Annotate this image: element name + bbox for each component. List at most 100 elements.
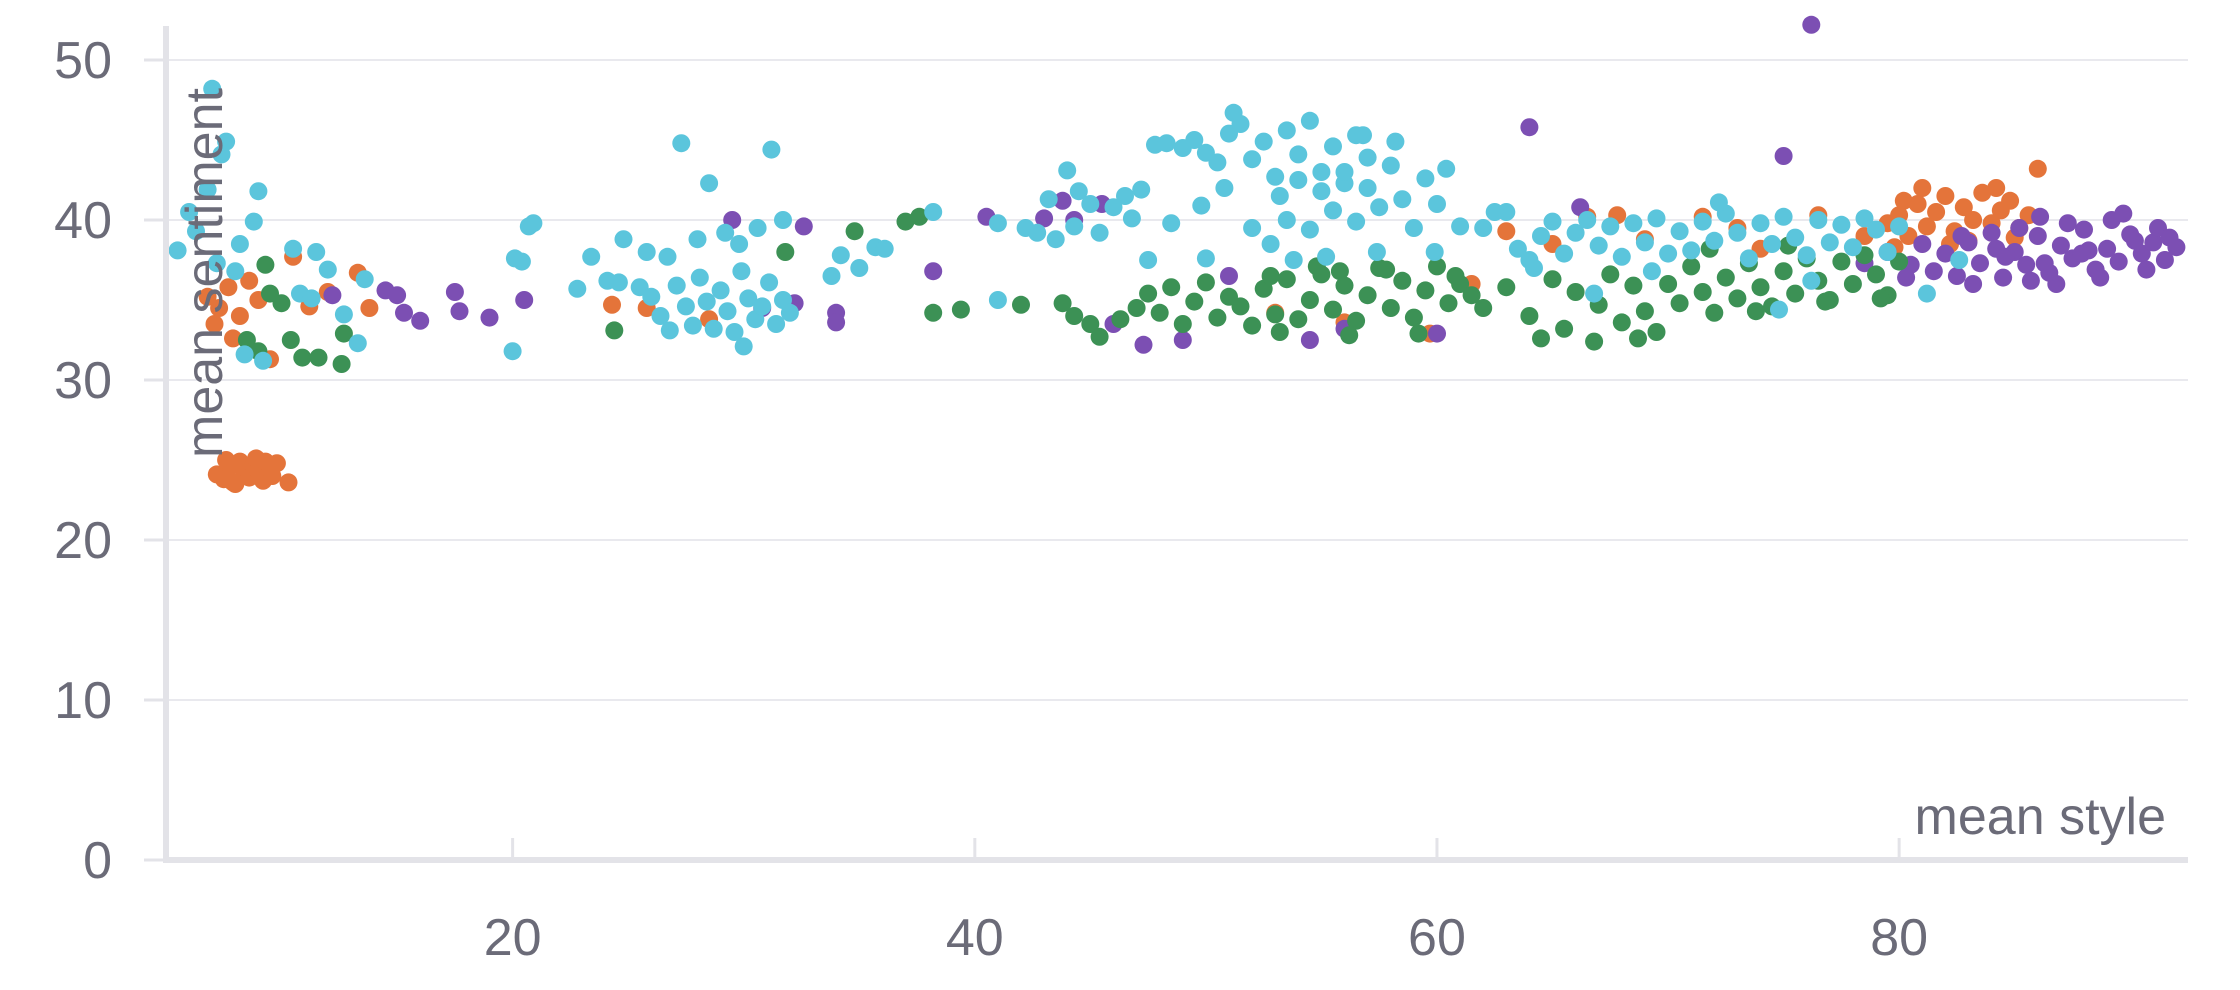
- data-point: [704, 319, 723, 338]
- data-point: [1485, 203, 1504, 221]
- data-point: [1428, 257, 1446, 276]
- data-point: [1578, 211, 1597, 229]
- data-point: [1386, 132, 1405, 151]
- data-point: [1185, 131, 1204, 149]
- data-point: [1763, 235, 1781, 253]
- x-tick-label: 80: [1870, 909, 1928, 967]
- y-tick-label: 0: [83, 832, 112, 890]
- tick-labels: 0 10 20 30 40 50 20 40 60 80: [54, 32, 1928, 967]
- data-point: [1451, 217, 1470, 236]
- data-point: [1601, 265, 1620, 284]
- data-point: [1358, 148, 1377, 167]
- data-point: [2028, 159, 2047, 178]
- data-point: [254, 351, 273, 370]
- data-point: [1728, 223, 1747, 242]
- data-point: [1046, 230, 1065, 249]
- data-point: [1802, 15, 1821, 34]
- data-point: [1670, 222, 1689, 241]
- y-tick-label: 50: [54, 32, 112, 90]
- data-point: [235, 345, 254, 364]
- data-point: [1150, 303, 1169, 322]
- data-point: [332, 355, 351, 373]
- data-point: [1266, 305, 1285, 324]
- data-point: [1566, 223, 1585, 242]
- data-point: [2109, 252, 2128, 271]
- data-point: [323, 286, 342, 305]
- data-point: [210, 299, 229, 317]
- data-point: [1728, 289, 1747, 308]
- data-point: [1277, 270, 1296, 289]
- y-axis-title: mean sentiment: [176, 87, 234, 458]
- data-point: [1446, 267, 1465, 285]
- data-point: [272, 294, 291, 313]
- data-point: [1277, 121, 1296, 140]
- data-point: [515, 291, 534, 309]
- data-point: [2058, 214, 2077, 233]
- data-point: [355, 270, 374, 289]
- data-point: [1994, 268, 2013, 287]
- data-point: [524, 214, 543, 233]
- data-point: [395, 303, 413, 322]
- data-point: [614, 230, 633, 249]
- data-point: [1425, 243, 1444, 261]
- data-point: [910, 207, 929, 226]
- data-point: [2028, 227, 2047, 245]
- data-point: [1330, 262, 1349, 281]
- data-point: [2031, 207, 2050, 226]
- data-point: [700, 174, 719, 193]
- data-point: [334, 305, 353, 324]
- data-point: [1913, 179, 1932, 197]
- data-point: [1132, 180, 1151, 199]
- data-point: [1058, 161, 1077, 180]
- data-point: [1393, 190, 1412, 209]
- data-point: [1416, 169, 1435, 188]
- data-point: [1894, 191, 1913, 210]
- data-point: [1428, 324, 1446, 343]
- data-point: [1964, 211, 1983, 229]
- data-point: [1243, 219, 1262, 237]
- data-point: [318, 260, 337, 279]
- data-point: [1208, 308, 1227, 327]
- data-point: [1439, 294, 1458, 313]
- data-point: [734, 337, 753, 356]
- data-point: [1220, 267, 1238, 285]
- data-point: [1381, 299, 1400, 317]
- data-point: [1709, 193, 1728, 212]
- data-point: [1289, 310, 1308, 329]
- data-point: [1270, 187, 1289, 205]
- data-point: [1127, 299, 1146, 317]
- data-point: [1964, 275, 1983, 293]
- data-point: [1670, 294, 1689, 313]
- data-point: [309, 348, 328, 367]
- data-point: [1035, 209, 1054, 228]
- data-point: [1300, 111, 1319, 130]
- data-point: [1867, 265, 1885, 284]
- data-point: [240, 271, 259, 290]
- data-point: [1358, 286, 1377, 305]
- data-point: [1289, 145, 1308, 164]
- data-point: [1971, 254, 1989, 273]
- data-point: [2051, 236, 2070, 255]
- data-point: [1065, 307, 1084, 325]
- data-point: [1917, 284, 1936, 303]
- data-point: [388, 286, 407, 305]
- data-point: [2160, 228, 2179, 247]
- data-point: [1324, 137, 1342, 156]
- data-point: [924, 262, 943, 281]
- data-point: [1832, 215, 1851, 234]
- data-point: [690, 268, 709, 287]
- data-point: [637, 243, 656, 261]
- data-point: [284, 239, 303, 258]
- data-point: [688, 230, 707, 249]
- data-point: [1039, 190, 1058, 209]
- data-point: [732, 262, 751, 281]
- data-point: [1192, 196, 1211, 215]
- data-point: [1797, 246, 1816, 265]
- data-point: [1751, 278, 1770, 297]
- data-point: [1520, 118, 1539, 137]
- data-point: [1416, 281, 1435, 300]
- data-point: [1774, 207, 1793, 226]
- data-point: [988, 291, 1007, 309]
- data-point: [205, 315, 224, 333]
- data-point: [302, 289, 321, 308]
